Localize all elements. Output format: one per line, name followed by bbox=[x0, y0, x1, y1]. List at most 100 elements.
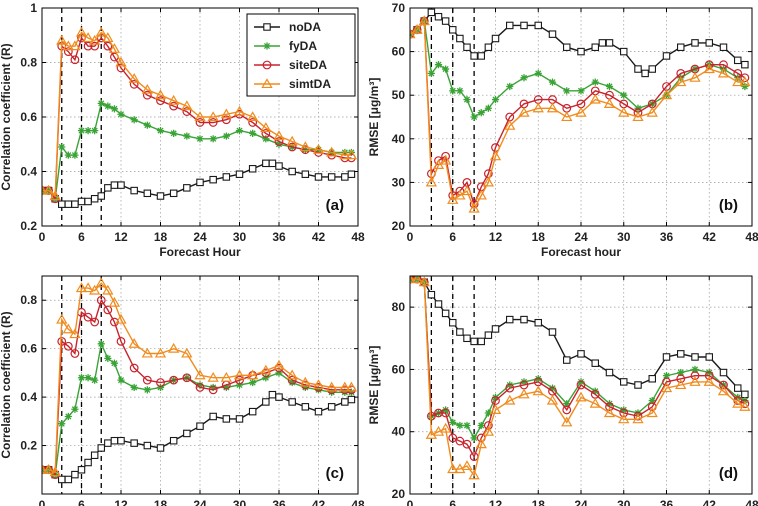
data-point-noDA bbox=[562, 43, 571, 51]
data-point-simtDA bbox=[326, 381, 338, 392]
data-point-simtDA bbox=[49, 466, 61, 477]
data-point-noDA bbox=[477, 337, 485, 346]
data-point-fyDA bbox=[506, 381, 514, 389]
data-point-noDA bbox=[314, 407, 323, 416]
x-tick-label: 24 bbox=[193, 498, 207, 506]
data-point-simtDA bbox=[168, 342, 180, 353]
data-point-fyDA bbox=[449, 418, 457, 426]
data-point-fyDA bbox=[442, 406, 450, 414]
data-point-noDA bbox=[705, 39, 713, 47]
data-point-simtDA bbox=[717, 385, 730, 396]
data-point-siteDA bbox=[63, 47, 73, 56]
data-point-simtDA bbox=[425, 429, 438, 439]
data-point-siteDA bbox=[195, 383, 205, 392]
data-point-fyDA bbox=[104, 102, 112, 110]
data-point-siteDA bbox=[103, 41, 113, 51]
data-point-noDA bbox=[110, 436, 119, 445]
data-point-fyDA bbox=[591, 78, 599, 86]
data-point-fyDA bbox=[591, 387, 599, 395]
series-line-siteDA bbox=[42, 298, 352, 476]
x-tick-label: 36 bbox=[272, 230, 286, 244]
data-point-fyDA bbox=[456, 87, 464, 95]
data-point-noDA bbox=[491, 325, 500, 333]
data-point-simtDA bbox=[286, 135, 298, 146]
data-point-siteDA bbox=[662, 377, 671, 387]
data-point-siteDA bbox=[221, 115, 231, 125]
legend-marker-fyDA bbox=[263, 42, 271, 50]
data-point-fyDA bbox=[449, 87, 457, 95]
data-point-fyDA bbox=[491, 95, 500, 104]
data-point-noDA bbox=[275, 393, 283, 401]
panel-label: (c) bbox=[326, 465, 344, 482]
data-point-noDA bbox=[427, 8, 436, 17]
data-point-noDA bbox=[301, 170, 310, 178]
data-point-simtDA bbox=[532, 102, 544, 113]
data-point-fyDA bbox=[434, 61, 443, 69]
data-point-simtDA bbox=[102, 284, 114, 295]
data-point-siteDA bbox=[483, 421, 493, 430]
x-tick-label: 0 bbox=[39, 230, 46, 244]
data-point-simtDA bbox=[518, 388, 530, 399]
data-point-simtDA bbox=[489, 404, 502, 414]
data-point-simtDA bbox=[154, 347, 167, 358]
data-point-noDA bbox=[456, 34, 464, 43]
data-point-simtDA bbox=[220, 108, 232, 119]
data-point-siteDA bbox=[441, 408, 451, 418]
x-axis-title: Forecast Hour bbox=[159, 245, 241, 259]
data-point-siteDA bbox=[704, 371, 714, 381]
data-point-noDA bbox=[117, 436, 125, 445]
data-point-siteDA bbox=[103, 305, 113, 315]
data-point-simtDA bbox=[260, 364, 272, 375]
data-point-simtDA bbox=[56, 313, 68, 324]
data-point-siteDA bbox=[576, 380, 586, 390]
x-tick-label: 0 bbox=[407, 498, 414, 506]
data-point-simtDA bbox=[75, 282, 88, 293]
data-point-fyDA bbox=[620, 406, 628, 414]
data-point-noDA bbox=[341, 398, 349, 406]
data-point-noDA bbox=[156, 444, 165, 452]
data-point-simtDA bbox=[632, 111, 644, 122]
data-point-simtDA bbox=[286, 369, 298, 380]
data-point-simtDA bbox=[194, 111, 206, 122]
panel-label: (a) bbox=[326, 197, 344, 214]
data-point-simtDA bbox=[410, 276, 416, 284]
x-tick-label: 30 bbox=[617, 498, 631, 506]
data-point-noDA bbox=[104, 439, 112, 447]
y-tick-label: 80 bbox=[392, 300, 406, 314]
data-point-noDA bbox=[484, 331, 493, 339]
data-point-simtDA bbox=[454, 463, 466, 474]
data-point-noDA bbox=[456, 328, 464, 336]
panel-label: (b) bbox=[719, 197, 738, 214]
data-point-noDA bbox=[71, 200, 79, 208]
data-point-siteDA bbox=[719, 380, 728, 390]
data-point-noDA bbox=[341, 173, 349, 181]
data-point-siteDA bbox=[287, 375, 297, 385]
data-point-noDA bbox=[441, 17, 450, 25]
x-tick-label: 12 bbox=[489, 498, 503, 506]
data-point-fyDA bbox=[235, 381, 244, 389]
data-point-simtDA bbox=[345, 149, 358, 160]
data-point-simtDA bbox=[411, 23, 423, 34]
data-point-simtDA bbox=[128, 73, 140, 83]
data-point-simtDA bbox=[75, 26, 88, 37]
x-tick-label: 42 bbox=[312, 498, 326, 506]
data-point-simtDA bbox=[475, 438, 487, 449]
data-point-simtDA bbox=[689, 71, 701, 82]
data-point-noDA bbox=[90, 451, 99, 459]
x-tick-label: 42 bbox=[703, 498, 717, 506]
data-point-noDA bbox=[268, 159, 277, 168]
data-point-simtDA bbox=[108, 296, 121, 307]
data-point-fyDA bbox=[662, 372, 671, 380]
y-axis-title: RMSE [μg/m³] bbox=[367, 78, 381, 157]
data-point-simtDA bbox=[532, 385, 544, 396]
data-point-noDA bbox=[130, 439, 138, 447]
data-point-noDA bbox=[156, 192, 165, 200]
data-point-simtDA bbox=[660, 89, 673, 100]
data-point-siteDA bbox=[690, 371, 700, 381]
data-point-simtDA bbox=[82, 32, 94, 43]
x-tick-label: 18 bbox=[532, 230, 546, 244]
data-point-simtDA bbox=[518, 106, 530, 117]
y-tick-label: 70 bbox=[392, 1, 406, 15]
data-point-siteDA bbox=[63, 341, 73, 351]
data-point-simtDA bbox=[181, 100, 193, 111]
